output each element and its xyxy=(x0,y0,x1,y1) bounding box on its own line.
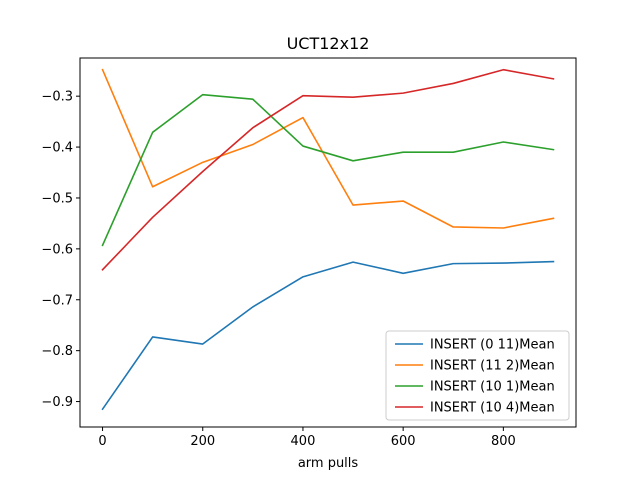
plot-lines xyxy=(101,68,555,411)
y-tick-label: −0.8 xyxy=(41,344,73,359)
y-tick-label: −0.7 xyxy=(41,293,73,308)
legend-label-0: INSERT (0 11)Mean xyxy=(430,338,555,353)
series-line-3 xyxy=(101,68,555,271)
x-tick-label: 200 xyxy=(190,434,215,449)
series-line-1 xyxy=(101,68,555,229)
y-tick-label: −0.5 xyxy=(41,191,73,206)
legend-label-2: INSERT (10 1)Mean xyxy=(430,380,555,395)
legend: INSERT (0 11)Mean INSERT (11 2)Mean INSERT… xyxy=(385,330,570,421)
x-axis-label: arm pulls xyxy=(298,456,359,471)
series-line-2 xyxy=(101,93,555,247)
y-tick-label: −0.4 xyxy=(41,141,73,156)
y-tick-label: −0.3 xyxy=(41,90,73,105)
legend-label-1: INSERT (11 2)Mean xyxy=(430,359,555,374)
y-axis-ticks: −0.9 −0.8 −0.7 −0.6 −0.5 −0.4 −0.3 xyxy=(41,90,80,410)
plot-frame xyxy=(79,57,577,428)
y-tick-label: −0.9 xyxy=(41,395,73,410)
x-tick-label: 800 xyxy=(491,434,516,449)
x-tick-label: 400 xyxy=(291,434,316,449)
x-axis-ticks: 0 200 400 600 800 xyxy=(98,427,516,449)
legend-label-3: INSERT (10 4)Mean xyxy=(430,401,555,416)
x-tick-label: 600 xyxy=(391,434,416,449)
y-tick-label: −0.6 xyxy=(41,242,73,257)
chart-title: UCT12x12 xyxy=(287,34,370,53)
legend-box xyxy=(385,330,570,421)
x-tick-label: 0 xyxy=(98,434,106,449)
series-line-0 xyxy=(101,260,555,411)
